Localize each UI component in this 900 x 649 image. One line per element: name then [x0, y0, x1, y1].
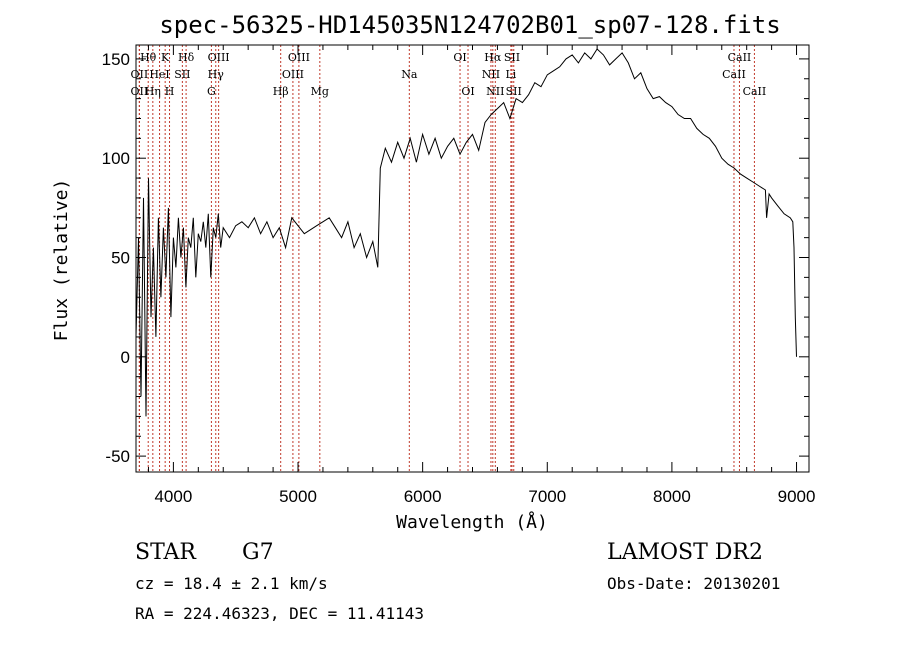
y-tick-label: -50	[105, 447, 130, 466]
x-axis: 4000 5000 6000 7000 8000 9000	[147, 45, 816, 506]
y-tick-label: 50	[111, 249, 130, 268]
spectral-line-label: OIII	[208, 51, 230, 64]
spectral-line-labels: Hθ OII OII K HeI Hη H Hδ SII OIII Hγ G OIII OIII Hβ Mg N…	[131, 51, 767, 98]
spectral-line-label: OIII	[288, 51, 310, 64]
spectral-line-label: OII	[131, 85, 149, 98]
redshift-cz: cz = 18.4 ± 2.1 km/s	[135, 574, 328, 593]
spectral-line-label: SII	[506, 85, 522, 98]
survey-name: LAMOST DR2	[607, 540, 763, 565]
x-tick-label: 7000	[528, 487, 566, 506]
ra-dec-coordinates: RA = 224.46323, DEC = 11.41143	[135, 604, 424, 623]
x-axis-label: Wavelength (Å)	[396, 511, 548, 533]
observation-date: Obs-Date: 20130201	[607, 574, 780, 593]
spectral-line-label: OI	[461, 85, 474, 98]
spectral-line-label: CaII	[743, 85, 767, 98]
spectral-line-label: OII	[131, 68, 149, 81]
x-tick-label: 9000	[778, 487, 816, 506]
spectral-line-label: Hθ	[140, 51, 157, 64]
spectral-line-label: NII	[486, 85, 504, 98]
x-tick-label: 4000	[154, 487, 192, 506]
plot-frame	[135, 44, 810, 473]
spectral-line-label: CaII	[722, 68, 746, 81]
spectral-line-label: Hη	[145, 85, 161, 98]
x-tick-label: 6000	[404, 487, 442, 506]
spectral-line-markers	[138, 45, 755, 472]
spectral-line-label: H	[165, 85, 175, 98]
y-tick-label: 150	[102, 50, 130, 69]
spectral-line-label: OIII	[282, 68, 304, 81]
object-subclass: G7	[242, 540, 274, 565]
y-tick-label: 100	[102, 149, 130, 168]
spectral-line-label: K	[161, 51, 170, 64]
y-axis-label: Flux (relative)	[51, 179, 72, 342]
spectral-line-label: HeI	[149, 68, 169, 81]
chart-title: spec-56325-HD145035N124702B01_sp07-128.f…	[159, 11, 780, 39]
spectral-line-label: SII	[504, 51, 520, 64]
y-axis: -50 0 50 100 150	[102, 50, 809, 466]
spectral-line-label: Hβ	[273, 85, 289, 98]
x-tick-label: 5000	[279, 487, 317, 506]
spectral-line-label: G	[207, 85, 216, 98]
spectral-line-label: Hα	[484, 51, 502, 64]
spectral-line-label: Na	[401, 68, 418, 81]
spectral-line-label: CaII	[728, 51, 752, 64]
spectrum-line	[135, 48, 797, 417]
spectral-line-label: Hγ	[208, 68, 225, 81]
spectral-line-label: Mg	[311, 85, 329, 98]
x-tick-label: 8000	[653, 487, 691, 506]
spectral-line-label: SII	[174, 68, 190, 81]
object-class: STAR	[135, 540, 197, 565]
spectral-line-label: OI	[453, 51, 466, 64]
y-tick-label: 0	[121, 348, 130, 367]
spectral-line-label: Hδ	[178, 51, 195, 64]
spectral-line-label: NII	[482, 68, 500, 81]
spectral-line-label: Li	[505, 68, 516, 81]
